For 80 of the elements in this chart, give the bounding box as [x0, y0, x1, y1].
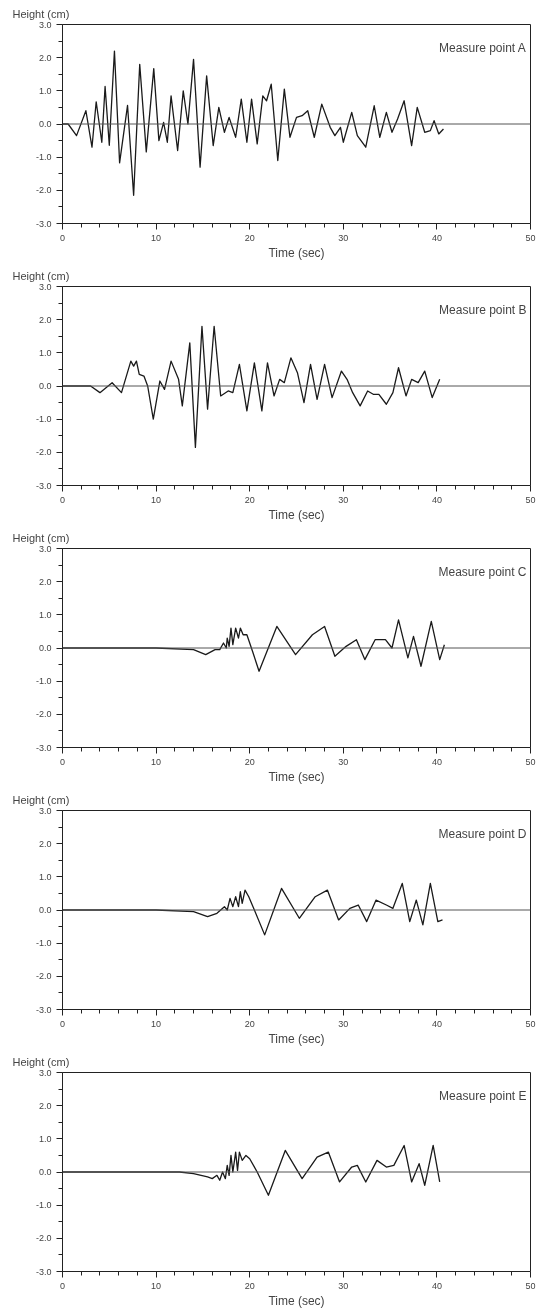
y-tick-label: -2.0: [35, 185, 52, 196]
x-tick-label: 0: [60, 1280, 66, 1291]
x-tick-label: 10: [151, 494, 162, 505]
x-tick-label: 40: [431, 1018, 442, 1029]
y-tick-label: 3.0: [38, 543, 52, 554]
y-tick-label: 2.0: [38, 838, 52, 849]
y-tick-label: -1.0: [35, 938, 52, 949]
x-tick-label: 0: [60, 756, 66, 767]
y-tick-label: 0.0: [38, 643, 52, 653]
x-tick-label: 50: [525, 494, 536, 505]
x-axis-title: Time (sec): [268, 1031, 325, 1046]
x-tick-label: 20: [244, 1018, 255, 1029]
text: Measure point B: [439, 302, 527, 317]
text: Measure point C: [438, 564, 527, 579]
x-tick-label: 10: [151, 756, 162, 767]
x-tick-label: 30: [338, 232, 349, 243]
x-tick-label: 20: [244, 232, 255, 243]
text: Measure point A: [439, 40, 526, 55]
x-tick-label: 50: [525, 1018, 536, 1029]
y-tick-label: -2.0: [35, 709, 52, 720]
x-tick-label: 50: [525, 232, 536, 243]
x-tick-label: 0: [60, 494, 66, 505]
y-tick-label: 0.0: [38, 905, 52, 915]
x-tick-label: 0: [60, 232, 66, 243]
y-axis-title: Height (cm): [12, 269, 70, 282]
x-tick-label: 10: [151, 1018, 162, 1029]
x-tick-label: 40: [431, 232, 442, 243]
y-tick-label: -1.0: [35, 152, 52, 163]
y-axis-title: Height (cm): [12, 793, 70, 806]
y-tick-label: 0.0: [38, 1167, 52, 1177]
x-tick-label: 10: [151, 1280, 162, 1291]
x-tick-label: 20: [244, 1280, 255, 1291]
y-tick-label: -1.0: [35, 1200, 52, 1211]
y-tick-label: -3.0: [35, 742, 52, 753]
x-axis-title: Time (sec): [268, 245, 325, 260]
x-tick-label: 20: [244, 756, 255, 767]
y-axis-title: Height (cm): [12, 7, 70, 20]
x-tick-label: 40: [431, 1280, 442, 1291]
y-tick-label: -3.0: [35, 1004, 52, 1015]
x-axis-title: Time (sec): [268, 1293, 325, 1308]
x-tick-label: 30: [338, 1280, 349, 1291]
x-tick-label: 50: [525, 1280, 536, 1291]
y-tick-label: -2.0: [35, 971, 52, 982]
x-tick-label: 0: [60, 1018, 66, 1029]
y-tick-label: 3.0: [38, 281, 52, 292]
y-tick-label: -3.0: [35, 218, 52, 229]
y-tick-label: 3.0: [38, 1067, 52, 1078]
x-axis-title: Time (sec): [268, 769, 325, 784]
y-tick-label: -1.0: [35, 676, 52, 687]
x-axis-title: Time (sec): [268, 507, 325, 522]
x-tick-label: 50: [525, 756, 536, 767]
y-tick-label: 1.0: [38, 871, 52, 882]
y-tick-label: -2.0: [35, 1233, 52, 1244]
x-tick-label: 30: [338, 494, 349, 505]
x-tick-label: 10: [151, 232, 162, 243]
y-tick-label: -3.0: [35, 480, 52, 491]
x-tick-label: 30: [338, 1018, 349, 1029]
y-axis-title: Height (cm): [12, 1055, 70, 1068]
y-tick-label: 3.0: [38, 805, 52, 816]
y-tick-label: -2.0: [35, 447, 52, 458]
text: Measure point E: [439, 1088, 527, 1103]
y-axis-title: Height (cm): [12, 531, 70, 544]
text: Measure point D: [438, 826, 527, 841]
y-tick-label: 2.0: [38, 576, 52, 587]
x-tick-label: 20: [244, 494, 255, 505]
y-tick-label: 2.0: [38, 314, 52, 325]
y-tick-label: 2.0: [38, 1100, 52, 1111]
y-tick-label: -1.0: [35, 414, 52, 425]
y-tick-label: 1.0: [38, 85, 52, 96]
x-tick-label: 30: [338, 756, 349, 767]
y-tick-label: 1.0: [38, 1133, 52, 1144]
y-tick-label: 1.0: [38, 609, 52, 620]
y-tick-label: 1.0: [38, 347, 52, 358]
y-tick-label: 2.0: [38, 52, 52, 63]
y-tick-label: 0.0: [38, 381, 52, 391]
y-tick-label: 3.0: [38, 19, 52, 30]
y-tick-label: -3.0: [35, 1266, 52, 1277]
y-tick-label: 0.0: [38, 119, 52, 129]
x-tick-label: 40: [431, 494, 442, 505]
x-tick-label: 40: [431, 756, 442, 767]
